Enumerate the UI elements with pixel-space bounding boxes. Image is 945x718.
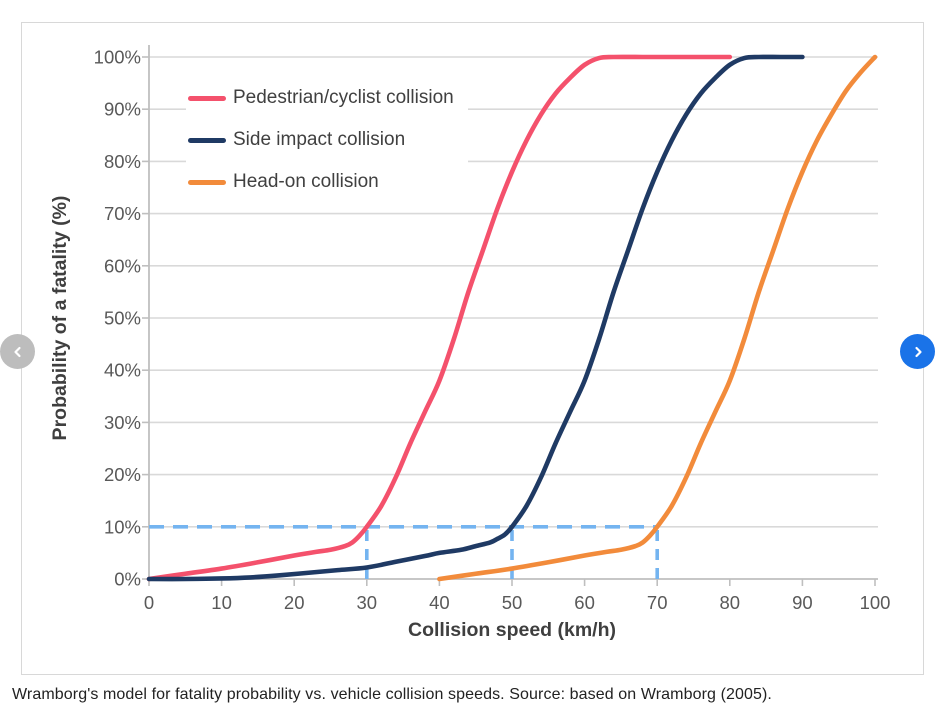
svg-text:10%: 10% [104, 516, 141, 537]
svg-text:100%: 100% [94, 47, 141, 68]
svg-text:90: 90 [792, 592, 813, 613]
chevron-right-icon [911, 345, 925, 359]
svg-text:50: 50 [502, 592, 523, 613]
svg-text:90%: 90% [104, 99, 141, 120]
svg-text:80: 80 [720, 592, 741, 613]
fatality-chart-svg: 0 10 20 30 40 50 60 70 80 90 100 0% 10% 20% 30% 40% 50% 6… [49, 45, 891, 641]
legend-label-side-impact: Side impact collision [233, 129, 406, 150]
chart-card: 0 10 20 30 40 50 60 70 80 90 100 0% 10% 20% 30% 40% 50% 6… [21, 22, 924, 675]
svg-text:40: 40 [429, 592, 450, 613]
y-axis-title: Probability of a fatality (%) [49, 196, 71, 441]
legend-item-side-impact: Side impact collision [188, 128, 454, 152]
legend-swatch [188, 95, 226, 101]
chart-generated-layer: 0 10 20 30 40 50 60 70 80 90 100 0% 10% 20% 30% 40% 50% 6… [94, 45, 891, 613]
svg-text:30%: 30% [104, 412, 141, 433]
figure-caption: Wramborg's model for fatality probabilit… [12, 686, 772, 703]
svg-text:70%: 70% [104, 203, 141, 224]
legend-item-pedestrian: Pedestrian/cyclist collision [188, 86, 454, 110]
chevron-left-icon [11, 345, 25, 359]
next-button[interactable] [900, 334, 935, 369]
svg-text:100: 100 [860, 592, 891, 613]
svg-text:20%: 20% [104, 464, 141, 485]
svg-text:30: 30 [357, 592, 378, 613]
svg-text:20: 20 [284, 592, 305, 613]
svg-text:80%: 80% [104, 151, 141, 172]
legend-label-head-on: Head-on collision [233, 171, 379, 192]
svg-text:10: 10 [211, 592, 232, 613]
svg-text:70: 70 [647, 592, 668, 613]
legend-swatch [188, 137, 226, 143]
legend-label-pedestrian: Pedestrian/cyclist collision [233, 87, 454, 108]
legend-swatch [188, 179, 226, 185]
legend-item-head-on: Head-on collision [188, 170, 454, 194]
prev-button[interactable] [0, 334, 35, 369]
x-axis-title: Collision speed (km/h) [408, 619, 616, 641]
svg-text:40%: 40% [104, 360, 141, 381]
svg-text:0: 0 [144, 592, 154, 613]
svg-text:60: 60 [574, 592, 595, 613]
svg-text:0%: 0% [114, 569, 141, 590]
svg-text:50%: 50% [104, 308, 141, 329]
svg-text:60%: 60% [104, 255, 141, 276]
chart-legend: Pedestrian/cyclist collision Side impact… [186, 76, 468, 204]
